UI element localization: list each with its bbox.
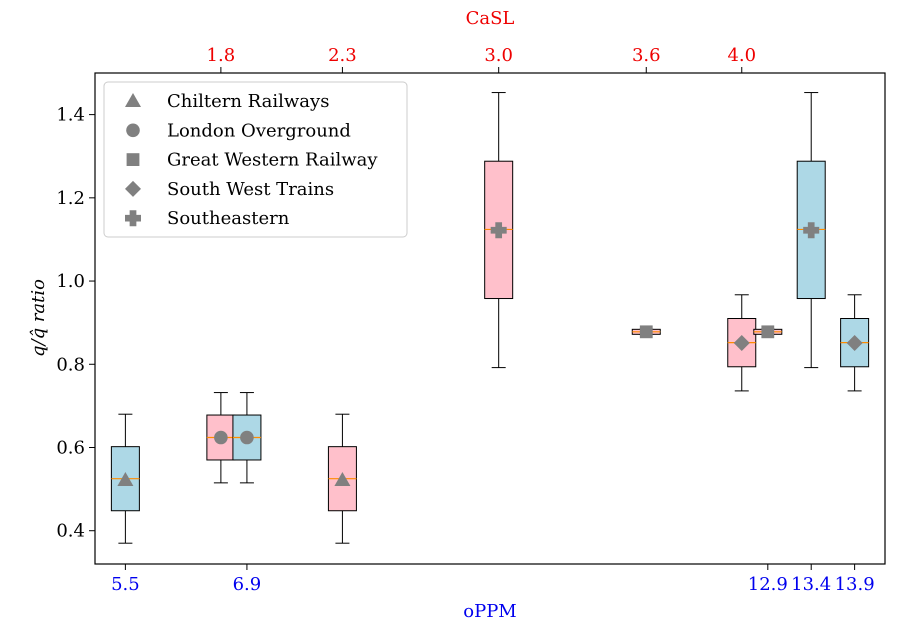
- legend-marker-plus: [125, 210, 141, 227]
- bottom-axis: 5.5 6.9 12.9 13.4 13.9: [111, 564, 875, 595]
- bottom-tick-label: 13.4: [791, 574, 831, 595]
- legend-entries: Chiltern Railways London Overground Great …: [125, 91, 378, 229]
- bottom-tick-label: 13.9: [835, 574, 875, 595]
- box-1: [206, 392, 236, 484]
- y-axis-label: q/q̂ ratio: [28, 279, 49, 357]
- box-8: [796, 92, 826, 369]
- y-axis: 0.4 0.6 0.8 1.0 1.2 1.4: [56, 105, 95, 542]
- top-axis: 1.8 2.3 3.0 3.6 4.0: [207, 45, 756, 73]
- legend-label: Southeastern: [167, 208, 290, 229]
- legend-label: London Overground: [167, 120, 351, 141]
- top-tick-label: 1.8: [207, 45, 236, 66]
- legend-entry: Chiltern Railways: [125, 91, 329, 112]
- legend: Chiltern Railways London Overground Great …: [103, 81, 408, 238]
- legend-marker-diamond: [125, 180, 141, 197]
- bottom-tick-label: 5.5: [111, 574, 140, 595]
- top-axis-label: CaSL: [466, 8, 515, 29]
- bottom-axis-label: oPPM: [463, 601, 517, 622]
- mean-marker-diamond: [846, 335, 863, 352]
- legend-label: Great Western Railway: [167, 150, 378, 171]
- legend-frame: [103, 81, 408, 238]
- top-tick-label: 4.0: [727, 45, 756, 66]
- y-tick-label: 0.4: [56, 521, 85, 542]
- legend-entry: Southeastern: [125, 208, 290, 229]
- legend-label: South West Trains: [167, 179, 334, 200]
- legend-entry: Great Western Railway: [126, 150, 378, 171]
- box-3: [327, 413, 357, 544]
- legend-label: Chiltern Railways: [167, 91, 329, 112]
- mean-marker-diamond: [733, 335, 750, 352]
- y-tick-label: 1.4: [56, 105, 85, 126]
- mean-marker-circle: [240, 430, 254, 445]
- bottom-tick-label: 12.9: [748, 574, 788, 595]
- mean-marker-plus: [803, 222, 820, 239]
- box-7: [753, 325, 783, 339]
- plot-area: [94, 72, 886, 565]
- mean-marker-circle: [214, 430, 228, 445]
- legend-entry: South West Trains: [125, 179, 334, 200]
- box-6: [727, 294, 757, 392]
- y-tick-label: 1.0: [56, 271, 85, 292]
- boxes-layer: [110, 92, 870, 544]
- y-tick-label: 1.2: [56, 188, 85, 209]
- box-9: [840, 294, 870, 392]
- mean-marker-square: [639, 325, 653, 339]
- box-2: [232, 392, 262, 484]
- top-tick-label: 2.3: [328, 45, 357, 66]
- box-5: [631, 325, 661, 339]
- y-tick-label: 0.6: [56, 437, 85, 458]
- y-tick-label: 0.8: [56, 354, 85, 375]
- legend-marker-circle: [126, 123, 140, 138]
- mean-marker-plus: [490, 222, 507, 239]
- bottom-tick-label: 6.9: [233, 574, 262, 595]
- top-tick-label: 3.6: [632, 45, 661, 66]
- box-4: [484, 92, 514, 369]
- box-0: [110, 413, 140, 544]
- legend-entry: London Overground: [126, 120, 351, 141]
- legend-marker-triangle: [125, 93, 141, 107]
- legend-marker-square: [126, 153, 140, 166]
- mean-marker-triangle: [117, 471, 134, 486]
- top-tick-label: 3.0: [484, 45, 513, 66]
- mean-marker-square: [761, 325, 775, 339]
- mean-marker-triangle: [334, 471, 351, 486]
